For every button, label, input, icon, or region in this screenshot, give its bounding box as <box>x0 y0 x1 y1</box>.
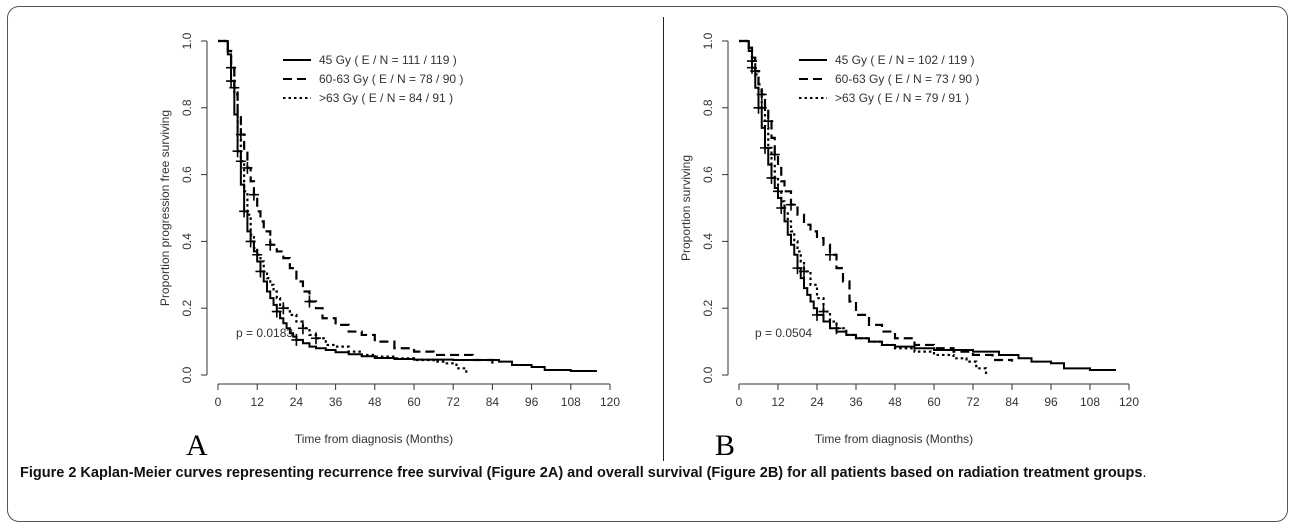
x-tick-label: 72 <box>966 395 980 409</box>
survival-curve-dashed <box>218 39 494 365</box>
censor-mark <box>252 248 263 261</box>
y-tick-label: 1.0 <box>180 32 194 49</box>
censor-mark <box>756 101 767 114</box>
censor-mark <box>226 61 237 74</box>
censor-mark <box>291 333 302 346</box>
x-tick-label: 108 <box>561 395 581 409</box>
y-tick-label: 0.2 <box>180 300 194 317</box>
y-tick-label: 0.8 <box>180 99 194 116</box>
y-tick-label: 0.8 <box>701 99 715 116</box>
p-value-annotation: p = 0.0183 <box>236 326 293 340</box>
censor-mark <box>245 235 256 248</box>
x-tick-label: 48 <box>368 395 382 409</box>
panel-letter: B <box>715 429 735 457</box>
x-tick-label: 12 <box>771 395 785 409</box>
p-value-annotation: p = 0.0504 <box>755 326 812 340</box>
y-tick-label: 0.0 <box>701 366 715 383</box>
censor-mark <box>786 198 796 211</box>
censor-mark <box>242 161 253 174</box>
censor-mark <box>235 155 246 168</box>
y-axis-title: Proportion surviving <box>679 155 693 261</box>
censor-mark <box>278 302 289 315</box>
censor-mark <box>248 188 259 201</box>
censor-mark <box>747 55 757 68</box>
y-axis-title: Proportion progression free surviving <box>158 110 172 306</box>
x-tick-label: 24 <box>290 395 304 409</box>
x-tick-label: 0 <box>215 395 222 409</box>
censor-mark <box>812 308 822 321</box>
censor-mark <box>304 295 315 308</box>
x-tick-label: 120 <box>1119 395 1139 409</box>
legend-entry: 60-63 Gy ( E / N = 73 / 90 ) <box>835 72 979 86</box>
censor-mark <box>271 305 282 318</box>
caption-bold-text: Figure 2 Kaplan-Meier curves representin… <box>20 465 1143 481</box>
y-tick-label: 0.0 <box>180 366 194 383</box>
x-tick-label: 60 <box>407 395 421 409</box>
censor-mark <box>825 248 835 261</box>
survival-curve-dotted <box>739 39 988 375</box>
x-axis-title: Time from diagnosis (Months) <box>295 432 453 446</box>
legend-entry: 45 Gy ( E / N = 111 / 119 ) <box>319 53 457 67</box>
panel-b-chart: 0 12 24 36 48 60 72 84 96 108 120 0.0 0.2 0.4 0.6 0.8 1.… <box>679 32 1139 457</box>
x-tick-label: 36 <box>329 395 343 409</box>
caption-tail-text: . <box>1142 465 1147 481</box>
legend-entry: 60-63 Gy ( E / N = 78 / 90 ) <box>319 72 463 86</box>
x-tick-label: 96 <box>1044 395 1058 409</box>
panel-a-chart: 0 12 24 36 48 60 72 84 96 108 120 0.0 0.2 0.4 0.6 0.8 1.… <box>158 32 620 457</box>
y-tick-label: 0.6 <box>180 166 194 183</box>
figure-caption: Figure 2 Kaplan-Meier curves representin… <box>20 462 1275 484</box>
y-tick-label: 0.4 <box>180 233 194 250</box>
censor-mark <box>776 202 787 214</box>
legend-entry: >63 Gy ( E / N = 84 / 91 ) <box>319 91 453 105</box>
censor-mark <box>265 238 276 251</box>
x-tick-label: 24 <box>810 395 824 409</box>
x-tick-label: 84 <box>1005 395 1019 409</box>
x-tick-label: 72 <box>447 395 461 409</box>
legend-entry: >63 Gy ( E / N = 79 / 91 ) <box>835 91 969 105</box>
y-tick-label: 1.0 <box>701 32 715 49</box>
panel-letter: A <box>186 429 208 457</box>
survival-curve-dashed <box>739 39 1014 362</box>
censor-mark <box>818 305 829 318</box>
x-tick-label: 36 <box>849 395 863 409</box>
x-tick-label: 96 <box>525 395 539 409</box>
y-tick-label: 0.2 <box>701 300 715 317</box>
censor-mark <box>773 185 783 198</box>
x-tick-label: 120 <box>600 395 620 409</box>
y-tick-label: 0.6 <box>701 166 715 183</box>
censor-mark <box>311 332 321 345</box>
panel-divider <box>663 17 664 461</box>
censor-mark <box>799 265 809 278</box>
figure-frame: 0 12 24 36 48 60 72 84 96 108 120 0.0 0.2 0.4 0.6 0.8 1.… <box>7 6 1288 522</box>
censor-mark <box>831 322 842 335</box>
x-tick-label: 60 <box>927 395 941 409</box>
x-tick-label: 48 <box>888 395 902 409</box>
x-tick-label: 12 <box>251 395 265 409</box>
y-tick-label: 0.4 <box>701 233 715 250</box>
censor-mark <box>769 148 780 161</box>
x-axis-title: Time from diagnosis (Months) <box>815 432 973 446</box>
censor-mark <box>792 262 803 275</box>
x-tick-label: 108 <box>1080 395 1100 409</box>
legend-entry: 45 Gy ( E / N = 102 / 119 ) <box>835 53 975 67</box>
censor-mark <box>760 141 770 154</box>
x-tick-label: 0 <box>736 395 743 409</box>
x-tick-label: 84 <box>486 395 500 409</box>
censor-mark <box>297 322 308 335</box>
